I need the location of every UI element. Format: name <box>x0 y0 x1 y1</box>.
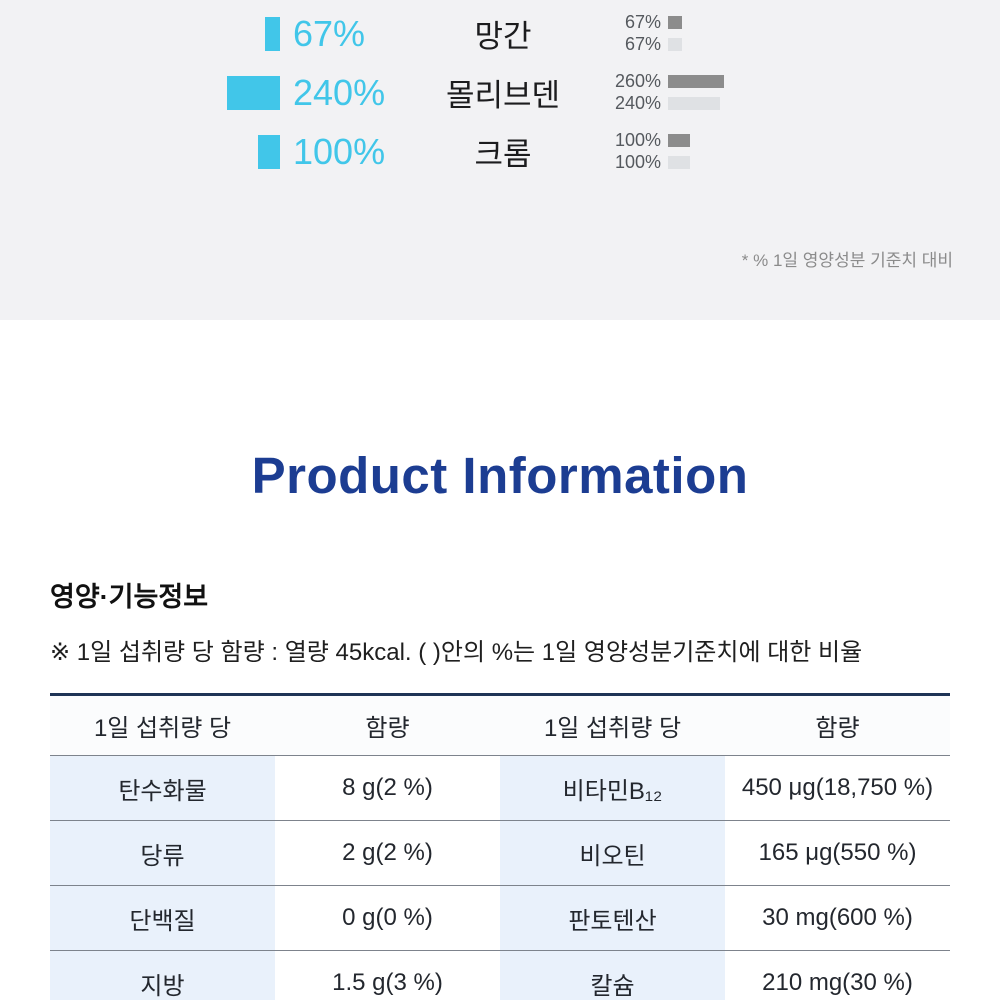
mineral-chart: 67% 망간 67% 67% 240% 몰리브덴 260% 240% 100% 크롬 100% 100… <box>0 4 1000 181</box>
nutrition-section: 영양·기능정보 ※ 1일 섭취량 당 함량 : 열량 45kcal. ( )안의… <box>50 575 950 1000</box>
mini-bar-row: 100% <box>605 130 690 150</box>
mini-bar-value: 100% <box>614 130 661 150</box>
mineral-chart-section: 67% 망간 67% 67% 240% 몰리브덴 260% 240% 100% 크롬 100% 100… <box>0 0 1000 320</box>
cyan-bar <box>227 75 280 110</box>
nutrient-amount-cell: 1.5 g(3 %) <box>275 950 500 1000</box>
mini-bar-value: 67% <box>624 12 661 32</box>
mini-bar-value: 67% <box>624 34 661 54</box>
mini-bar-dark <box>668 134 690 147</box>
mini-bar-value: 260% <box>614 71 661 91</box>
chart-footnote: * % 1일 영양성분 기준치 대비 <box>741 251 953 270</box>
mini-bar-dark <box>668 75 724 88</box>
mini-bar-value: 240% <box>614 93 661 113</box>
mini-bar-row: 260% <box>605 71 724 91</box>
nutrient-name-cell: 칼슘 <box>500 950 725 1000</box>
mini-bar-dark <box>668 16 682 29</box>
chart-value-label: 67% <box>293 12 366 54</box>
table-header-cell: 1일 섭취량 당 <box>50 694 275 756</box>
nutrient-name-cell: 비타민B₁₂ <box>500 755 725 821</box>
nutrient-name-cell: 판토텐산 <box>500 885 725 951</box>
mini-bar-light <box>668 97 720 110</box>
chart-value-label: 100% <box>293 130 386 172</box>
mini-comparison-chart: 67% 67% <box>605 12 682 54</box>
mini-bar-row: 240% <box>605 93 724 113</box>
cyan-bar <box>258 134 280 169</box>
nutrient-amount-cell: 0 g(0 %) <box>275 885 500 951</box>
nutrition-note: ※ 1일 섭취량 당 함량 : 열량 45kcal. ( )안의 %는 1일 영… <box>50 639 863 666</box>
table-header-cell: 함량 <box>725 694 950 756</box>
cyan-bar <box>265 16 280 51</box>
chart-row: 67% 망간 67% 67% <box>0 4 1000 63</box>
table-row: 당류 2 g(2 %) 비오틴 165 μg(550 %) <box>50 820 950 886</box>
mini-comparison-chart: 100% 100% <box>605 130 690 172</box>
page-title: Product Information <box>251 447 749 504</box>
nutrition-heading: 영양·기능정보 <box>50 582 209 612</box>
nutrient-name-cell: 단백질 <box>50 885 275 951</box>
table-header-cell: 함량 <box>275 694 500 756</box>
table-body: 탄수화물 8 g(2 %) 비타민B₁₂ 450 μg(18,750 %) 당류 2 g(… <box>50 755 950 1000</box>
mini-bar-light <box>668 38 682 51</box>
nutrient-name-cell: 당류 <box>50 820 275 886</box>
nutrient-name-cell: 지방 <box>50 950 275 1000</box>
chart-row: 240% 몰리브덴 260% 240% <box>0 63 1000 122</box>
mini-bar-light <box>668 156 690 169</box>
chart-bar-zone <box>0 16 280 51</box>
table-row: 탄수화물 8 g(2 %) 비타민B₁₂ 450 μg(18,750 %) <box>50 755 950 821</box>
mini-comparison-chart: 260% 240% <box>605 71 724 113</box>
chart-category-label: 몰리브덴 <box>445 78 561 113</box>
chart-category-label: 망간 <box>474 19 532 54</box>
nutrient-name-cell: 탄수화물 <box>50 755 275 821</box>
table-row: 단백질 0 g(0 %) 판토텐산 30 mg(600 %) <box>50 885 950 951</box>
table-header-cell: 1일 섭취량 당 <box>500 694 725 756</box>
nutrient-amount-cell: 165 μg(550 %) <box>725 820 950 886</box>
nutrient-amount-cell: 30 mg(600 %) <box>725 885 950 951</box>
chart-bar-zone <box>0 75 280 110</box>
chart-bar-zone <box>0 134 280 169</box>
chart-row: 100% 크롬 100% 100% <box>0 122 1000 181</box>
mini-bar-row: 67% <box>605 34 682 54</box>
nutrient-name-cell: 비오틴 <box>500 820 725 886</box>
nutrition-table: 1일 섭취량 당 함량 1일 섭취량 당 함량 탄수화물 8 g(2 %) 비타민B₁₂ 4… <box>50 693 950 1000</box>
table-header-row: 1일 섭취량 당 함량 1일 섭취량 당 함량 <box>50 694 950 756</box>
nutrient-amount-cell: 8 g(2 %) <box>275 755 500 821</box>
mini-bar-value: 100% <box>614 152 661 172</box>
table-row: 지방 1.5 g(3 %) 칼슘 210 mg(30 %) <box>50 950 950 1000</box>
chart-category-label: 크롬 <box>474 137 532 172</box>
chart-value-label: 240% <box>293 71 386 113</box>
title-section: Product Information <box>0 320 1000 505</box>
nutrient-amount-cell: 450 μg(18,750 %) <box>725 755 950 821</box>
nutrient-amount-cell: 2 g(2 %) <box>275 820 500 886</box>
nutrient-amount-cell: 210 mg(30 %) <box>725 950 950 1000</box>
mini-bar-row: 100% <box>605 152 690 172</box>
mini-bar-row: 67% <box>605 12 682 32</box>
